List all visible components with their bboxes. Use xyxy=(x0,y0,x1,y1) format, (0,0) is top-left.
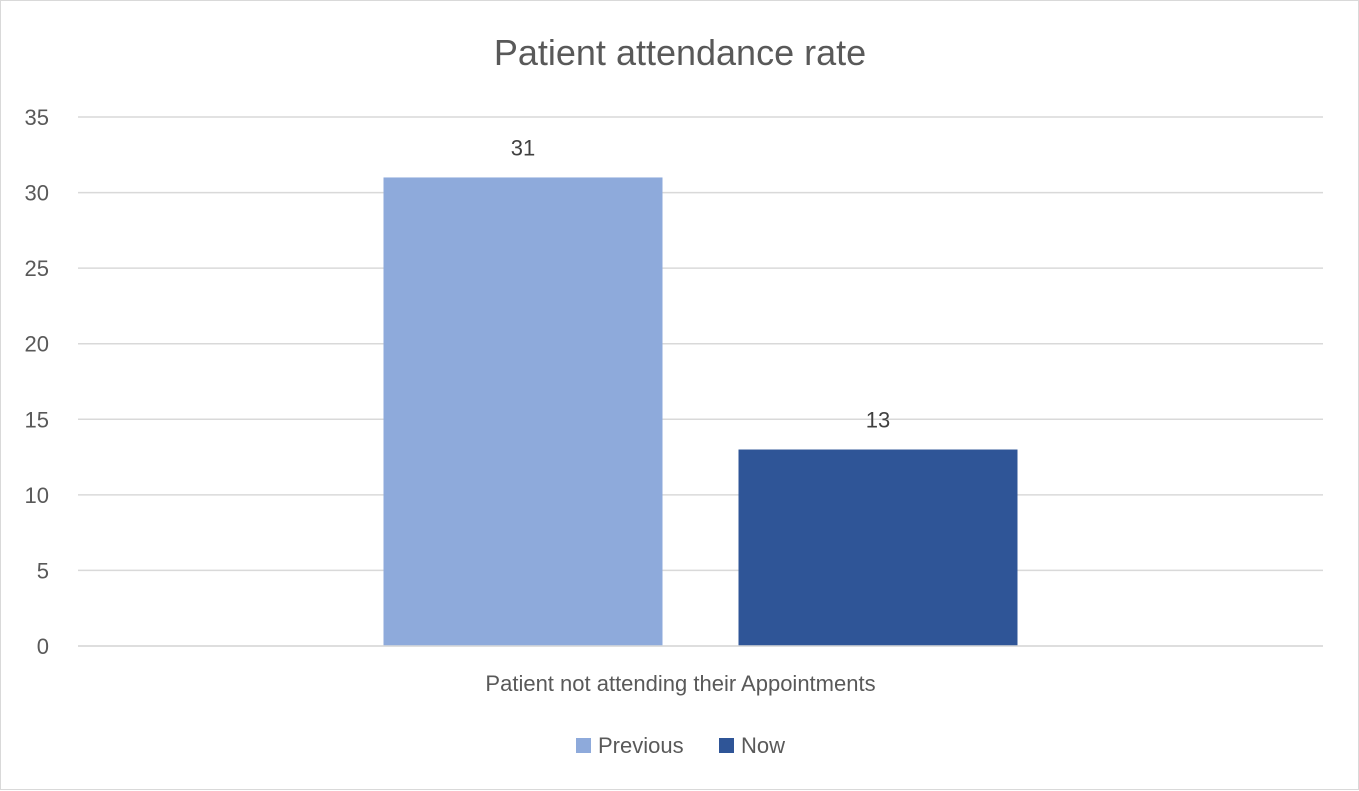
y-tick-label: 15 xyxy=(25,407,49,432)
data-label-now: 13 xyxy=(866,408,890,433)
y-tick-label: 10 xyxy=(25,483,49,508)
bars: 31 13 xyxy=(383,135,1018,646)
y-tick-label: 0 xyxy=(37,634,49,659)
bar-now xyxy=(738,449,1018,646)
y-tick-label: 30 xyxy=(25,181,49,206)
y-tick-label: 20 xyxy=(25,332,49,357)
legend-swatch-now xyxy=(719,738,734,753)
data-label-previous: 31 xyxy=(511,135,535,160)
gridlines xyxy=(78,116,1323,647)
y-axis: 0 5 10 15 20 25 30 35 xyxy=(25,105,49,659)
bar-previous xyxy=(383,177,663,646)
legend-label-now: Now xyxy=(741,733,785,758)
x-axis: Patient not attending their Appointments xyxy=(78,645,1323,696)
chart-title: Patient attendance rate xyxy=(494,32,866,73)
y-tick-label: 25 xyxy=(25,256,49,281)
legend: Previous Now xyxy=(576,733,785,758)
legend-swatch-previous xyxy=(576,738,591,753)
y-tick-label: 35 xyxy=(25,105,49,130)
category-label: Patient not attending their Appointments xyxy=(485,671,875,696)
legend-label-previous: Previous xyxy=(598,733,684,758)
y-tick-label: 5 xyxy=(37,558,49,583)
